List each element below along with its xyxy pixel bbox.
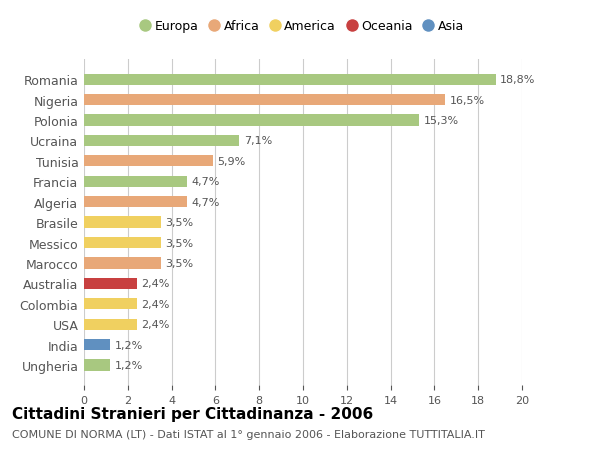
Bar <box>84 156 213 167</box>
Bar <box>84 319 137 330</box>
Bar <box>84 298 137 310</box>
Text: 16,5%: 16,5% <box>450 95 485 106</box>
Bar <box>84 339 110 350</box>
Text: 2,4%: 2,4% <box>141 319 169 330</box>
Bar <box>84 258 161 269</box>
Text: 2,4%: 2,4% <box>141 299 169 309</box>
Legend: Europa, Africa, America, Oceania, Asia: Europa, Africa, America, Oceania, Asia <box>142 20 464 33</box>
Text: 3,5%: 3,5% <box>165 218 193 228</box>
Text: COMUNE DI NORMA (LT) - Dati ISTAT al 1° gennaio 2006 - Elaborazione TUTTITALIA.I: COMUNE DI NORMA (LT) - Dati ISTAT al 1° … <box>12 429 485 439</box>
Text: 3,5%: 3,5% <box>165 238 193 248</box>
Bar <box>84 176 187 187</box>
Bar <box>84 74 496 86</box>
Bar <box>84 217 161 228</box>
Bar <box>84 95 445 106</box>
Text: 5,9%: 5,9% <box>218 157 246 167</box>
Bar <box>84 115 419 126</box>
Text: 1,2%: 1,2% <box>115 340 143 350</box>
Bar <box>84 237 161 249</box>
Text: 1,2%: 1,2% <box>115 360 143 370</box>
Bar <box>84 359 110 371</box>
Text: 18,8%: 18,8% <box>500 75 535 85</box>
Text: 4,7%: 4,7% <box>191 197 220 207</box>
Text: 4,7%: 4,7% <box>191 177 220 187</box>
Text: Cittadini Stranieri per Cittadinanza - 2006: Cittadini Stranieri per Cittadinanza - 2… <box>12 406 373 421</box>
Bar <box>84 278 137 289</box>
Bar <box>84 196 187 208</box>
Text: 15,3%: 15,3% <box>424 116 458 126</box>
Bar <box>84 135 239 147</box>
Text: 3,5%: 3,5% <box>165 258 193 269</box>
Text: 7,1%: 7,1% <box>244 136 272 146</box>
Text: 2,4%: 2,4% <box>141 279 169 289</box>
